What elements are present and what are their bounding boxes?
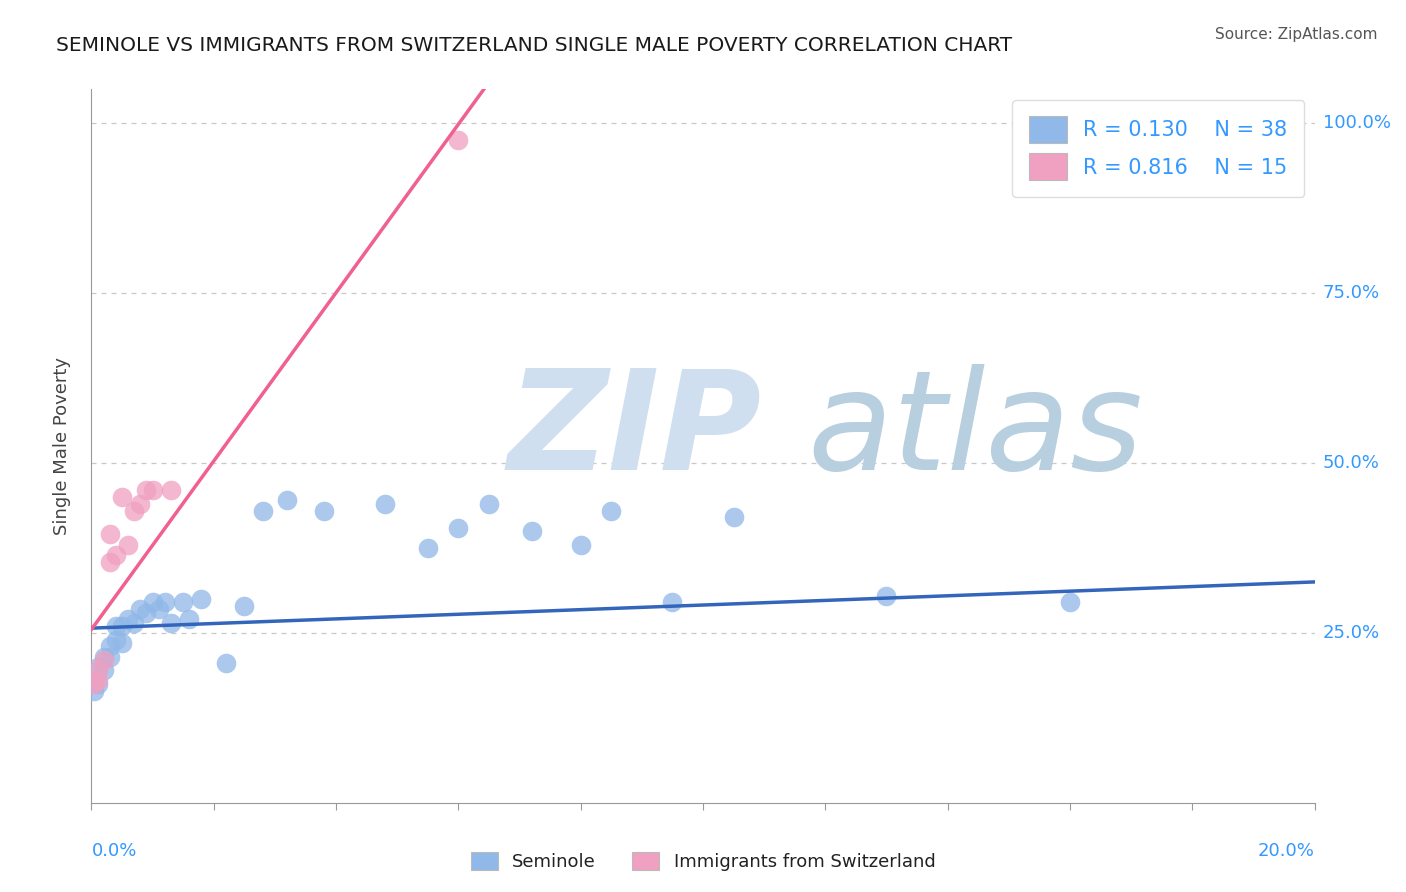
Point (520, 524, 543, 538)
Point (447, 133, 470, 147)
Point (93, 649, 115, 664)
Point (104, 548, 127, 562)
Point (122, 615, 145, 630)
Point (122, 503, 145, 517)
Point (93, 653, 115, 667)
Point (172, 595, 194, 609)
Text: 20.0%: 20.0% (1258, 842, 1315, 860)
Point (111, 636, 134, 650)
Point (478, 497, 501, 511)
Point (104, 632, 127, 647)
Point (160, 615, 183, 630)
Point (179, 612, 201, 626)
Y-axis label: Single Male Poverty: Single Male Poverty (52, 357, 70, 535)
Text: ZIP: ZIP (508, 364, 762, 500)
Point (252, 503, 274, 517)
Point (135, 483, 157, 498)
Point (93, 663, 115, 677)
Point (86, 673, 108, 688)
Point (98, 527, 121, 541)
Point (117, 537, 139, 551)
Point (141, 595, 163, 609)
Point (312, 503, 335, 517)
Point (160, 483, 183, 498)
Point (86, 660, 108, 674)
Text: SEMINOLE VS IMMIGRANTS FROM SWITZERLAND SINGLE MALE POVERTY CORRELATION CHART: SEMINOLE VS IMMIGRANTS FROM SWITZERLAND … (56, 36, 1012, 54)
Text: 25.0%: 25.0% (1323, 624, 1381, 642)
Point (148, 602, 170, 616)
Point (276, 493, 298, 508)
Point (190, 591, 212, 606)
Point (215, 657, 238, 671)
Point (569, 537, 592, 551)
Point (129, 497, 152, 511)
Point (111, 490, 134, 504)
Text: 75.0%: 75.0% (1323, 284, 1381, 302)
Point (416, 541, 439, 555)
Text: atlas: atlas (807, 364, 1143, 500)
Text: 50.0%: 50.0% (1323, 454, 1379, 472)
Point (98, 649, 121, 664)
Point (98, 555, 121, 569)
Legend: Seminole, Immigrants from Switzerland: Seminole, Immigrants from Switzerland (464, 845, 942, 879)
Point (104, 619, 127, 633)
Point (600, 503, 623, 517)
Point (86, 663, 108, 677)
Point (83, 677, 105, 691)
Point (98, 640, 121, 654)
Point (129, 602, 152, 616)
Point (233, 599, 256, 613)
Point (723, 510, 745, 524)
Point (447, 520, 470, 534)
Point (141, 483, 163, 498)
Point (117, 612, 139, 626)
Point (83, 683, 105, 698)
Point (661, 595, 683, 609)
Point (86, 677, 108, 691)
Point (135, 606, 157, 620)
Point (374, 497, 396, 511)
Point (153, 595, 176, 609)
Legend: R = 0.130    N = 38, R = 0.816    N = 15: R = 0.130 N = 38, R = 0.816 N = 15 (1012, 100, 1305, 197)
Point (875, 589, 898, 603)
Text: 0.0%: 0.0% (91, 842, 136, 860)
Text: 100.0%: 100.0% (1323, 114, 1391, 132)
Point (111, 619, 134, 633)
Text: Source: ZipAtlas.com: Source: ZipAtlas.com (1215, 27, 1378, 42)
Point (1059, 595, 1081, 609)
